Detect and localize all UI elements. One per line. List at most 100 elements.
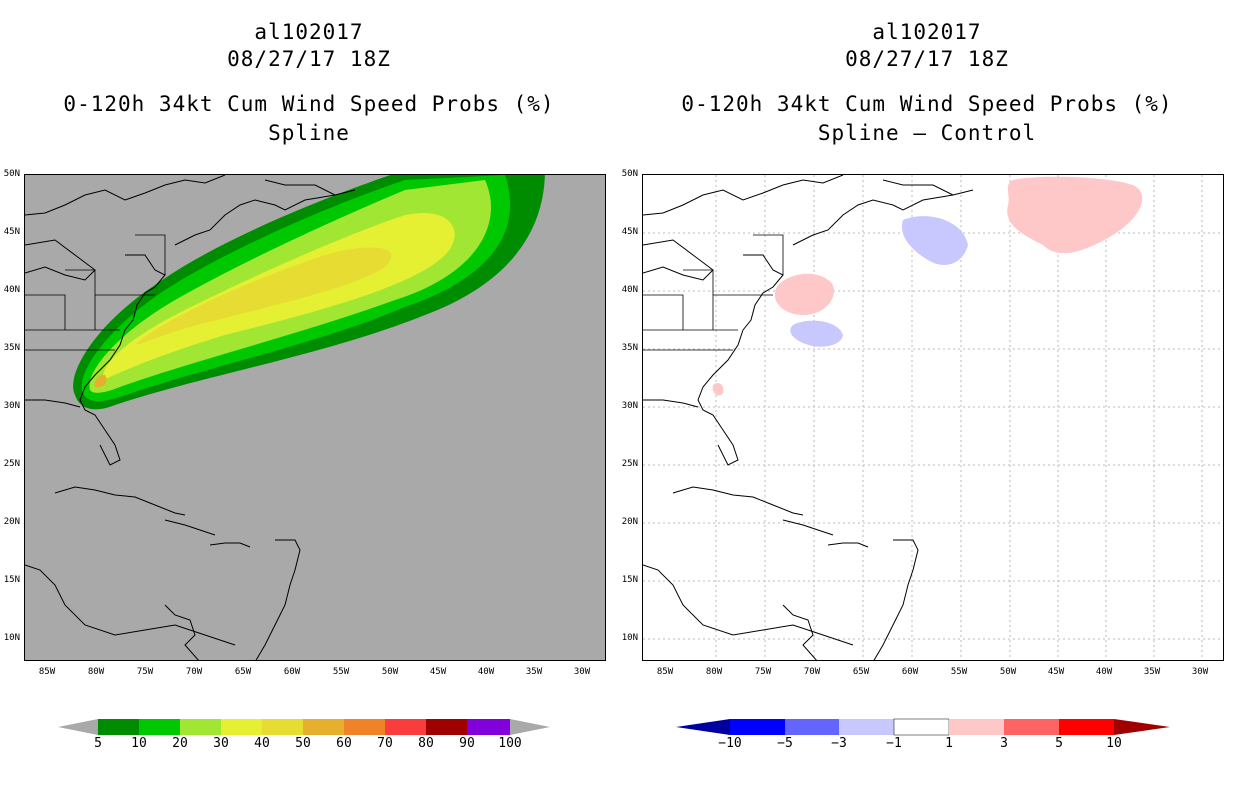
diff-positive-ne bbox=[1007, 176, 1143, 254]
lat-label: 40N bbox=[3, 285, 20, 295]
colorbar-bin-40 bbox=[262, 719, 303, 735]
left-product-title: 0-120h 34kt Cum Wind Speed Probs (%) bbox=[63, 92, 555, 116]
right-difference-map bbox=[642, 174, 1224, 661]
lat-label: 35N bbox=[621, 343, 638, 353]
lon-label: 85W bbox=[38, 667, 56, 677]
lon-label: 60W bbox=[283, 667, 301, 677]
colorbar-bin-50 bbox=[303, 719, 344, 735]
colorbar-label: 10 bbox=[131, 736, 147, 751]
lon-label: 50W bbox=[381, 667, 399, 677]
diff-negative-ne bbox=[901, 216, 968, 265]
colorbar-label: −1 bbox=[886, 736, 902, 751]
lat-label: 10N bbox=[621, 633, 638, 643]
right-colorbar bbox=[676, 718, 1170, 736]
right-datetime: 08/27/17 18Z bbox=[845, 47, 1009, 71]
colorbar-label: 5 bbox=[94, 736, 102, 751]
right-storm-id: al102017 bbox=[872, 20, 982, 44]
colorbar-bin-neg1 bbox=[893, 718, 950, 736]
state-borders bbox=[25, 234, 166, 351]
colorbar-bin-60 bbox=[344, 719, 385, 735]
lon-label: 65W bbox=[234, 667, 252, 677]
colorbar-bin-70 bbox=[385, 719, 426, 735]
lat-label: 50N bbox=[621, 169, 638, 179]
lon-label: 75W bbox=[136, 667, 154, 677]
lat-label: 25N bbox=[621, 459, 638, 469]
lon-label: 80W bbox=[705, 667, 723, 677]
lon-label: 40W bbox=[1095, 667, 1113, 677]
left-datetime: 08/27/17 18Z bbox=[227, 47, 391, 71]
lon-label: 35W bbox=[525, 667, 543, 677]
lon-label: 40W bbox=[477, 667, 495, 677]
coastlines bbox=[643, 175, 974, 660]
colorbar-bin-80 bbox=[426, 719, 467, 735]
lon-label: 30W bbox=[573, 667, 591, 677]
right-panel: al102017 08/27/17 18Z 0-120h 34kt Cum Wi… bbox=[618, 0, 1236, 800]
lon-label: 70W bbox=[803, 667, 821, 677]
colorbar-left-arrow bbox=[676, 719, 730, 735]
colorbar-bin-pos3 bbox=[1004, 719, 1059, 735]
colorbar-bin-90 bbox=[467, 719, 510, 735]
lat-label: 20N bbox=[621, 517, 638, 527]
lon-label: 55W bbox=[332, 667, 350, 677]
lon-label: 50W bbox=[999, 667, 1017, 677]
colorbar-label: 1 bbox=[945, 736, 953, 751]
lat-label: 45N bbox=[3, 227, 20, 237]
lat-label: 50N bbox=[3, 169, 20, 179]
left-storm-id: al102017 bbox=[254, 20, 364, 44]
left-colorbar bbox=[58, 719, 550, 735]
lon-label: 75W bbox=[754, 667, 772, 677]
colorbar-bin-pos1 bbox=[949, 719, 1004, 735]
colorbar-label: 10 bbox=[1106, 736, 1122, 751]
colorbar-label: 30 bbox=[213, 736, 229, 751]
colorbar-right-arrow bbox=[510, 719, 550, 735]
colorbar-label: 80 bbox=[418, 736, 434, 751]
colorbar-bin-neg10 bbox=[730, 719, 785, 735]
colorbar-label: 50 bbox=[295, 736, 311, 751]
colorbar-label: 60 bbox=[336, 736, 352, 751]
colorbar-label: 90 bbox=[459, 736, 475, 751]
lat-label: 25N bbox=[3, 459, 20, 469]
colorbar-label: −3 bbox=[831, 736, 847, 751]
coastlines bbox=[25, 175, 356, 660]
colorbar-left-arrow bbox=[58, 719, 98, 735]
lat-label: 30N bbox=[621, 401, 638, 411]
diff-positive-se bbox=[712, 382, 724, 396]
left-panel: al102017 08/27/17 18Z 0-120h 34kt Cum Wi… bbox=[3, 20, 606, 751]
lat-label: 15N bbox=[621, 575, 638, 585]
colorbar-bin-neg5 bbox=[785, 719, 839, 735]
lon-label: 65W bbox=[852, 667, 870, 677]
colorbar-label: 100 bbox=[498, 736, 522, 751]
right-scheme-title: Spline – Control bbox=[817, 121, 1037, 145]
colorbar-label: 20 bbox=[172, 736, 188, 751]
colorbar-right-arrow bbox=[1114, 719, 1170, 735]
lat-label: 30N bbox=[3, 401, 20, 411]
colorbar-bin-20 bbox=[180, 719, 221, 735]
colorbar-label: 5 bbox=[1055, 736, 1063, 751]
difference-contours bbox=[712, 176, 1143, 396]
colorbar-bin-neg3 bbox=[839, 719, 894, 735]
lat-label: 40N bbox=[621, 285, 638, 295]
lon-label: 60W bbox=[901, 667, 919, 677]
state-borders bbox=[643, 234, 784, 351]
colorbar-label: −5 bbox=[777, 736, 793, 751]
colorbar-bin-pos5 bbox=[1059, 719, 1114, 735]
lon-label: 70W bbox=[185, 667, 203, 677]
diff-positive-mid bbox=[774, 273, 834, 315]
left-scheme-title: Spline bbox=[268, 121, 350, 145]
colorbar-bin-5 bbox=[98, 719, 139, 735]
right-product-title: 0-120h 34kt Cum Wind Speed Probs (%) bbox=[681, 92, 1173, 116]
colorbar-bin-30 bbox=[221, 719, 262, 735]
colorbar-label: 3 bbox=[1000, 736, 1008, 751]
prob-contour-50-inner bbox=[94, 374, 107, 388]
prob-contour-40 bbox=[135, 247, 392, 345]
lon-label: 35W bbox=[1143, 667, 1161, 677]
lat-label: 10N bbox=[3, 633, 20, 643]
colorbar-bin-10 bbox=[139, 719, 180, 735]
left-probability-map bbox=[24, 174, 606, 661]
lat-label: 45N bbox=[621, 227, 638, 237]
lat-label: 15N bbox=[3, 575, 20, 585]
lon-label: 45W bbox=[429, 667, 447, 677]
colorbar-label: 70 bbox=[377, 736, 393, 751]
lon-label: 45W bbox=[1047, 667, 1065, 677]
lat-label: 20N bbox=[3, 517, 20, 527]
